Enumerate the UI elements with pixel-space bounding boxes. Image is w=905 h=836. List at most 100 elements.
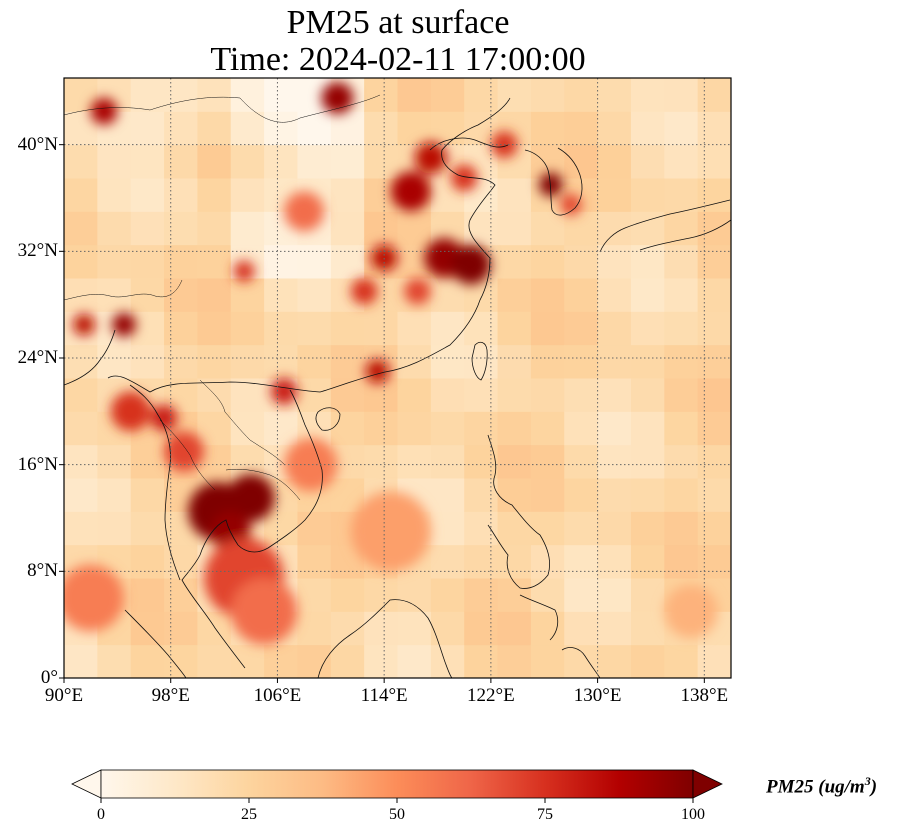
map-time: Time: 2024-02-11 17:00:00 [210, 41, 586, 78]
field-cell [197, 278, 232, 312]
field-cell [530, 78, 565, 112]
colorbar-tick-label: 25 [241, 806, 257, 823]
field-cell [64, 478, 98, 512]
field-cell [164, 178, 198, 212]
field-cell [530, 311, 565, 346]
field-cell [530, 211, 565, 246]
field-cell [330, 344, 365, 379]
field-cell [497, 644, 532, 678]
field-cell [530, 544, 565, 579]
field-cell [664, 144, 699, 179]
field-cell [64, 378, 98, 412]
field-cell [564, 111, 599, 146]
field-cell [164, 544, 198, 579]
lat-tick-label: 8°N [27, 560, 58, 582]
lon-tick-label: 130°E [573, 685, 622, 706]
field-cell [430, 344, 465, 379]
field-cell [230, 644, 265, 678]
field-cell [630, 178, 665, 212]
pm25-hotspot [284, 191, 325, 232]
field-cell [464, 411, 499, 446]
field-cell [530, 444, 565, 479]
field-cell [297, 511, 332, 546]
colorbar [71, 769, 723, 803]
field-cell [64, 178, 98, 212]
field-cell [397, 211, 432, 246]
colorbar-body [100, 769, 694, 799]
field-cell [264, 511, 298, 546]
coastlines [64, 97, 731, 678]
field-cell [597, 344, 632, 379]
field-cell [497, 411, 532, 446]
field-cell [197, 644, 232, 678]
field-cell [364, 111, 398, 146]
field-cell [564, 644, 599, 678]
pm25-hotspot [538, 172, 563, 197]
field-cell [164, 144, 198, 179]
field-cell [397, 644, 432, 678]
field-cell [164, 78, 198, 112]
field-cell [530, 578, 565, 612]
field-cell [430, 511, 465, 546]
field-cell [630, 78, 665, 112]
borders [64, 94, 381, 501]
field-cell [497, 278, 532, 312]
field-cell [564, 511, 599, 546]
field-cell [630, 378, 665, 412]
field-cell [330, 378, 365, 412]
field-cell [430, 644, 465, 678]
field-cell [197, 611, 232, 646]
field-cell [697, 244, 731, 279]
field-cell [330, 178, 365, 212]
pm25-hotspot [390, 171, 431, 212]
field-cell [564, 544, 599, 579]
field-cell [597, 578, 632, 612]
field-cell [97, 511, 132, 546]
field-cell [197, 344, 232, 379]
field-cell [630, 244, 665, 279]
field-cell [630, 111, 665, 146]
field-cell [464, 578, 499, 612]
field-cell [164, 111, 198, 146]
field-cell [297, 544, 332, 579]
field-cell [464, 511, 499, 546]
field-cell [530, 511, 565, 546]
field-cell [597, 278, 632, 312]
field-cell [264, 411, 298, 446]
field-cell [130, 544, 165, 579]
field-cell [597, 611, 632, 646]
field-cell [597, 311, 632, 346]
field-cell [630, 644, 665, 678]
colorbar-label: PM25 (ug/m3) [766, 774, 878, 798]
field-cell [497, 378, 532, 412]
pm25-hotspot [270, 378, 298, 405]
pm25-hotspot [230, 578, 298, 645]
field-cell [197, 211, 232, 246]
field-cell [230, 278, 265, 312]
pm25-hotspot [450, 244, 491, 285]
field-cell [297, 611, 332, 646]
field-cell [230, 211, 265, 246]
field-cell [664, 244, 699, 279]
field-cell [164, 578, 198, 612]
field-cell [297, 111, 332, 146]
field-cell [330, 411, 365, 446]
field-cell [630, 478, 665, 512]
field-cell [397, 111, 432, 146]
field-cell [130, 111, 165, 146]
colorbar-extend-low [71, 769, 102, 799]
field-cell [630, 444, 665, 479]
field-cell [164, 311, 198, 346]
field-cell [630, 611, 665, 646]
field-cell [64, 211, 98, 246]
pm25-hotspot [350, 491, 431, 572]
field-cell [530, 644, 565, 678]
field-cell [64, 444, 98, 479]
field-cell [130, 178, 165, 212]
field-cell [330, 211, 365, 246]
field-cell [164, 644, 198, 678]
field-cell [664, 511, 699, 546]
field-cell [697, 311, 731, 346]
field-cell [597, 478, 632, 512]
field-cell [264, 244, 298, 279]
